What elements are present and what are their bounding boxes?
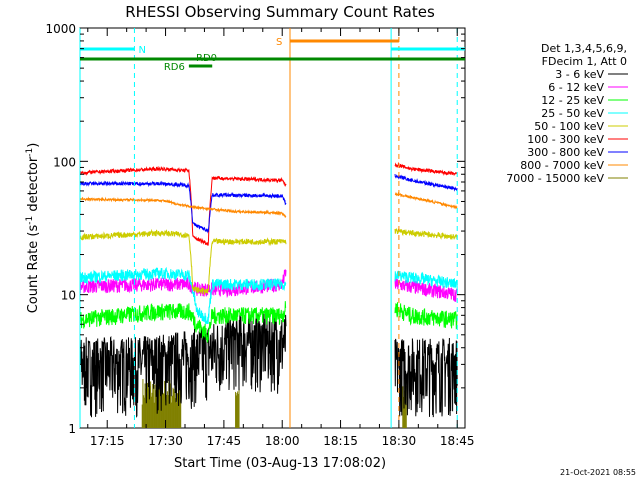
x-tick-label: 17:30 — [148, 434, 183, 448]
series-lines — [79, 161, 458, 418]
series-line — [79, 196, 287, 218]
series-line — [79, 301, 287, 343]
rd6-label: RD6 — [164, 62, 185, 73]
legend-header: Det 1,3,4,5,6,9, — [541, 42, 627, 55]
series-line — [79, 313, 287, 418]
x-tick-label: 18:15 — [323, 434, 358, 448]
x-axis-label: Start Time (03-Aug-13 17:08:02) — [174, 456, 386, 471]
y-tick-label: 10 — [61, 289, 76, 303]
y-label-main: Count Rate (s — [26, 225, 41, 314]
legend-entry-label: 800 - 7000 keV — [520, 159, 604, 172]
series-line — [394, 191, 458, 210]
series-line — [394, 227, 458, 240]
axis-ticks: 1 10 100 1000 17:15 17:30 17:45 18:00 18:15 18:30… — [45, 22, 474, 448]
series-line — [79, 269, 287, 299]
series-line — [394, 161, 458, 176]
y-label-end: ) — [26, 143, 41, 148]
series-line — [79, 228, 287, 296]
y-label-mid: detector — [26, 156, 41, 216]
y-tick-label: 100 — [53, 155, 76, 169]
legend-entry-label: 300 - 800 keV — [527, 146, 604, 159]
overlay-annotations: N S RD0 RD6 — [79, 28, 465, 428]
y-tick-label: 1000 — [45, 22, 76, 36]
legend-entry-label: 6 - 12 keV — [548, 81, 604, 94]
night-label: N — [138, 45, 145, 56]
x-tick-label: 17:15 — [90, 434, 125, 448]
legend-entry-label: 3 - 6 keV — [555, 68, 604, 81]
x-tick-label: 18:00 — [265, 434, 300, 448]
series-line — [394, 302, 458, 330]
legend-entry-label: 100 - 300 keV — [527, 133, 604, 146]
x-tick-label: 17:45 — [207, 434, 242, 448]
y-label-sup1: -1 — [25, 216, 35, 225]
legend-header: FDecim 1, Att 0 — [542, 55, 627, 68]
series-line — [79, 266, 287, 325]
series-line — [79, 165, 287, 246]
x-tick-label: 18:45 — [440, 434, 475, 448]
saa-label: S — [276, 37, 282, 48]
chart-title: RHESSI Observing Summary Count Rates — [125, 3, 435, 21]
series-line — [79, 180, 287, 234]
timestamp-label: 21-Oct-2021 08:55 — [560, 468, 636, 477]
legend: Det 1,3,4,5,6,9,FDecim 1, Att 03 - 6 keV… — [506, 42, 628, 185]
legend-entry-label: 12 - 25 keV — [541, 94, 604, 107]
legend-entry-label: 50 - 100 keV — [534, 120, 604, 133]
legend-entry-label: 7000 - 15000 keV — [506, 172, 604, 185]
series-line — [394, 270, 458, 290]
rd0-label: RD0 — [196, 53, 217, 64]
x-tick-label: 18:30 — [382, 434, 417, 448]
y-axis-label: Count Rate (s-1 detector-1) — [25, 143, 41, 314]
y-label-sup2: -1 — [25, 148, 35, 157]
y-tick-label: 1 — [68, 422, 76, 436]
series-line — [394, 337, 458, 418]
series-line — [394, 174, 458, 192]
legend-entry-label: 25 - 50 keV — [541, 107, 604, 120]
